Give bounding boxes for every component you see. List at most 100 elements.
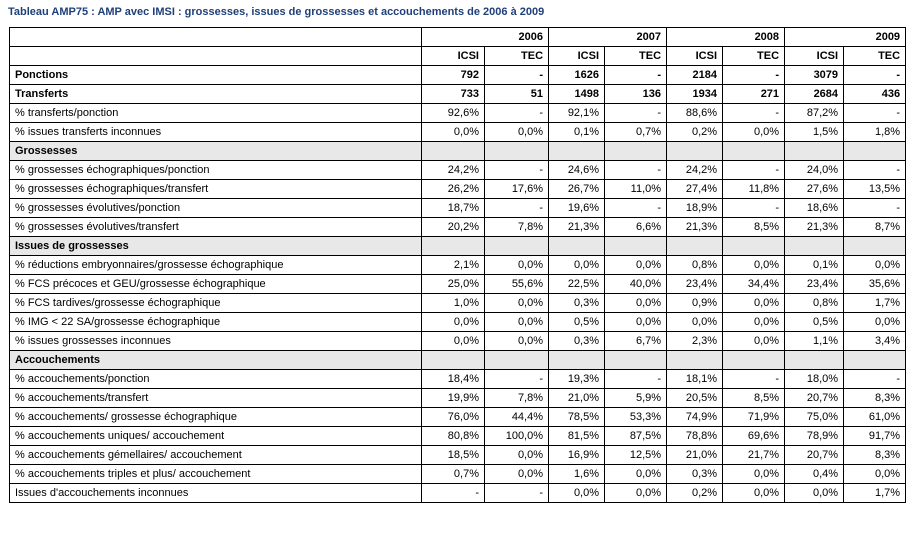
value-cell: 51	[483, 84, 550, 104]
value-cell: 0,0%	[421, 122, 485, 142]
value-cell: 271	[722, 84, 786, 104]
value-cell: 0,0%	[666, 312, 724, 332]
empty-cell	[548, 141, 606, 161]
value-cell: -	[483, 160, 550, 180]
value-cell: 92,1%	[548, 103, 606, 123]
value-cell: 21,3%	[666, 217, 724, 237]
value-cell: 18,1%	[666, 369, 724, 389]
value-cell: 0,8%	[784, 293, 845, 313]
row-label: % IMG < 22 SA/grossesse échographique	[9, 312, 422, 332]
value-cell: -	[483, 369, 550, 389]
value-cell: 0,0%	[483, 331, 550, 351]
year-header: 2008	[666, 27, 786, 47]
value-cell: 0,4%	[784, 464, 845, 484]
value-cell: 7,8%	[483, 388, 550, 408]
value-cell: 11,8%	[722, 179, 786, 199]
value-cell: 35,6%	[843, 274, 907, 294]
value-cell: 25,0%	[421, 274, 485, 294]
row-label: % accouchements triples et plus/ accouch…	[9, 464, 422, 484]
value-cell: 0,0%	[483, 122, 550, 142]
value-cell: 20,5%	[666, 388, 724, 408]
value-cell: 1,8%	[843, 122, 907, 142]
empty-cell	[784, 236, 845, 256]
value-cell: 91,7%	[843, 426, 907, 446]
value-cell: -	[843, 65, 907, 85]
value-cell: 18,4%	[421, 369, 485, 389]
value-cell: 24,2%	[666, 160, 724, 180]
empty-cell	[843, 141, 907, 161]
value-cell: 20,2%	[421, 217, 485, 237]
value-cell: 16,9%	[548, 445, 606, 465]
table-row: % accouchements gémellaires/ accouchemen…	[9, 445, 907, 465]
value-cell: 436	[843, 84, 907, 104]
value-cell: 44,4%	[483, 407, 550, 427]
value-cell: 78,8%	[666, 426, 724, 446]
method-header: ICSI	[666, 46, 724, 66]
table-row: % issues grossesses inconnues 0,0% 0,0% 0,3…	[9, 331, 907, 351]
value-cell: 5,9%	[604, 388, 668, 408]
method-header: TEC	[483, 46, 550, 66]
row-label: % accouchements/transfert	[9, 388, 422, 408]
value-cell: 0,3%	[548, 331, 606, 351]
value-cell: 75,0%	[784, 407, 845, 427]
table-row: % accouchements/ grossesse échographique…	[9, 407, 907, 427]
value-cell: 53,3%	[604, 407, 668, 427]
value-cell: 0,0%	[604, 464, 668, 484]
value-cell: -	[604, 369, 668, 389]
value-cell: 18,9%	[666, 198, 724, 218]
value-cell: 0,3%	[548, 293, 606, 313]
value-cell: 0,0%	[722, 122, 786, 142]
value-cell: 0,0%	[421, 331, 485, 351]
value-cell: 0,0%	[722, 312, 786, 332]
empty-cell	[722, 350, 786, 370]
value-cell: -	[843, 198, 907, 218]
value-cell: 0,0%	[604, 293, 668, 313]
value-cell: 18,0%	[784, 369, 845, 389]
method-header: ICSI	[548, 46, 606, 66]
empty-cell	[843, 350, 907, 370]
value-cell: -	[604, 103, 668, 123]
empty-cell	[604, 350, 668, 370]
value-cell: 0,5%	[784, 312, 845, 332]
row-label: % issues transferts inconnues	[9, 122, 422, 142]
table-row: % accouchements/ponction 18,4% -19,3% -18,1…	[9, 369, 907, 389]
value-cell: 24,6%	[548, 160, 606, 180]
value-cell: -	[604, 198, 668, 218]
value-cell: 0,2%	[666, 122, 724, 142]
value-cell: 0,2%	[666, 483, 724, 503]
table-row: % accouchements triples et plus/ accouch…	[9, 464, 907, 484]
value-cell: 87,5%	[604, 426, 668, 446]
value-cell: 0,7%	[604, 122, 668, 142]
empty-cell	[483, 350, 550, 370]
year-header: 2007	[548, 27, 668, 47]
value-cell: 0,0%	[421, 312, 485, 332]
value-cell: 0,1%	[784, 255, 845, 275]
corner-cell	[9, 46, 422, 66]
table-row: Transferts 733 51 1498 136 1934 271 2684 436	[9, 84, 907, 104]
value-cell: 1,1%	[784, 331, 845, 351]
empty-cell	[784, 350, 845, 370]
value-cell: 0,0%	[604, 312, 668, 332]
value-cell: 136	[604, 84, 668, 104]
value-cell: 0,0%	[483, 255, 550, 275]
table-row: % IMG < 22 SA/grossesse échographique 0,0…	[9, 312, 907, 332]
value-cell: 0,0%	[722, 293, 786, 313]
value-cell: -	[722, 369, 786, 389]
value-cell: 76,0%	[421, 407, 485, 427]
value-cell: 12,5%	[604, 445, 668, 465]
value-cell: 20,7%	[784, 445, 845, 465]
empty-cell	[604, 236, 668, 256]
row-label: Issues d'accouchements inconnues	[9, 483, 422, 503]
value-cell: 81,5%	[548, 426, 606, 446]
empty-cell	[666, 141, 724, 161]
section-label: Accouchements	[9, 350, 422, 370]
empty-cell	[548, 350, 606, 370]
value-cell: 0,0%	[843, 255, 907, 275]
value-cell: 0,7%	[421, 464, 485, 484]
value-cell: 21,3%	[548, 217, 606, 237]
section-row: Issues de grossesses	[9, 236, 907, 256]
value-cell: -	[843, 160, 907, 180]
value-cell: 1498	[548, 84, 606, 104]
section-label: Grossesses	[9, 141, 422, 161]
value-cell: 78,9%	[784, 426, 845, 446]
